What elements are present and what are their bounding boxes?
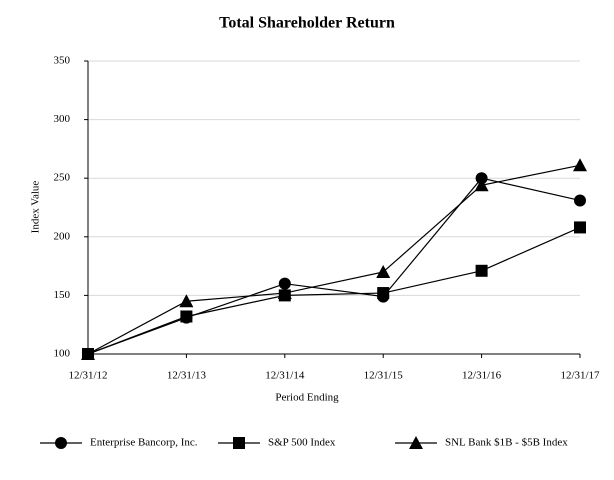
y-tick-label: 300 [54, 113, 71, 125]
legend-marker [409, 436, 423, 449]
legend-label: Enterprise Bancorp, Inc. [90, 437, 198, 449]
y-axis-label: Index Value [30, 181, 42, 234]
data-point [573, 158, 587, 172]
x-tick-label: 12/31/13 [167, 370, 207, 382]
data-point [475, 172, 488, 185]
series-line [87, 177, 581, 355]
x-tick-label: 12/31/14 [265, 370, 305, 382]
data-point [179, 294, 194, 308]
data-point [474, 178, 489, 192]
x-tick-label: 12/31/17 [560, 370, 600, 382]
legend-label: SNL Bank $1B - $5B Index [445, 437, 568, 449]
series-line [87, 226, 581, 355]
y-tick-label: 350 [54, 55, 71, 67]
data-point [574, 194, 586, 207]
y-tick-label: 150 [54, 289, 71, 301]
x-tick-label: 12/31/15 [364, 370, 404, 382]
data-point [278, 277, 291, 290]
data-point [81, 347, 95, 360]
y-tick-label: 100 [54, 348, 71, 360]
y-tick-label: 200 [54, 230, 71, 242]
series-line [87, 164, 581, 355]
x-tick-label: 12/31/16 [462, 370, 502, 382]
y-tick-label: 250 [54, 172, 71, 184]
data-point [574, 221, 586, 234]
data-point [180, 310, 193, 323]
legend-label: S&P 500 Index [268, 437, 336, 449]
data-point [376, 264, 391, 278]
data-point [277, 286, 292, 300]
data-point [475, 264, 488, 277]
legend-marker [55, 437, 67, 449]
legend-marker [233, 437, 245, 449]
chart-title: Total Shareholder Return [219, 15, 395, 32]
data-point [377, 287, 390, 300]
x-tick-label: 12/31/12 [68, 370, 107, 382]
x-axis-label: Period Ending [275, 392, 339, 404]
